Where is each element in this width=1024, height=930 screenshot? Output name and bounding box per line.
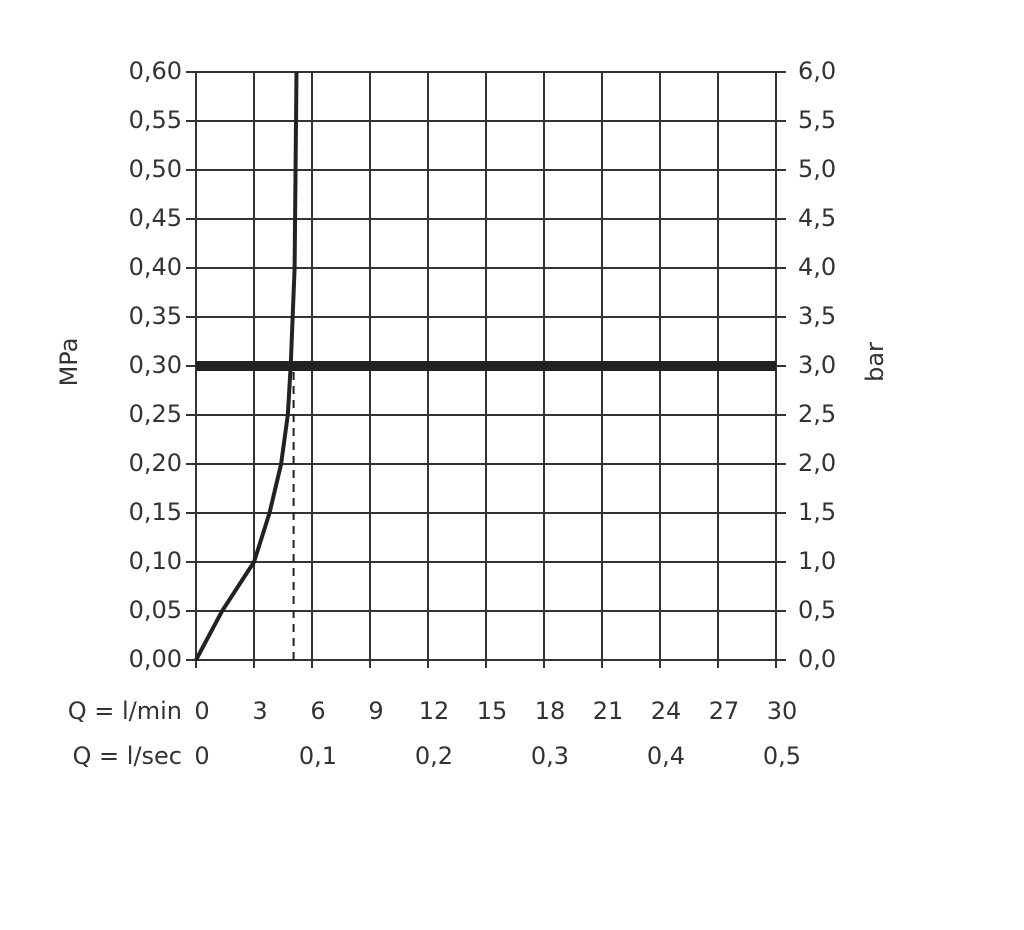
y-tick-label: 0,00 xyxy=(129,645,182,673)
x-tick-label: 15 xyxy=(477,697,508,725)
series-line xyxy=(194,71,299,661)
y-tick-label: 0,60 xyxy=(129,57,182,85)
y-tick-label: 0,45 xyxy=(129,204,182,232)
x-tick-label: 0 xyxy=(194,697,209,725)
y2-tick-label: 2,5 xyxy=(798,400,836,428)
x2-tick-label: 0,5 xyxy=(763,742,801,770)
y2-tick-label: 6,0 xyxy=(798,57,836,85)
y-tick-label: 0,20 xyxy=(129,449,182,477)
x-tick-label: 6 xyxy=(310,697,325,725)
y2-tick-label: 1,0 xyxy=(798,547,836,575)
y2-axis-label: bar xyxy=(861,342,889,382)
y-tick-label: 0,30 xyxy=(129,351,182,379)
y-tick-label: 0,50 xyxy=(129,155,182,183)
x-tick-label: 12 xyxy=(419,697,450,725)
y2-tick-label: 3,0 xyxy=(798,351,836,379)
y2-tick-label: 5,0 xyxy=(798,155,836,183)
y-tick-label: 0,25 xyxy=(129,400,182,428)
y-tick-label: 0,40 xyxy=(129,253,182,281)
x2-tick-label: 0 xyxy=(194,742,209,770)
y2-tick-label: 2,0 xyxy=(798,449,836,477)
x-row-label: Q = l/min xyxy=(68,697,182,725)
y2-tick-label: 3,5 xyxy=(798,302,836,330)
x2-tick-label: 0,4 xyxy=(647,742,685,770)
y2-tick-label: 0,0 xyxy=(798,645,836,673)
x-tick-label: 18 xyxy=(535,697,566,725)
y-tick-label: 0,15 xyxy=(129,498,182,526)
y2-tick-label: 5,5 xyxy=(798,106,836,134)
y-tick-label: 0,10 xyxy=(129,547,182,575)
y-tick-label: 0,55 xyxy=(129,106,182,134)
x-tick-label: 27 xyxy=(709,697,740,725)
x-tick-label: 30 xyxy=(767,697,798,725)
y2-tick-label: 4,5 xyxy=(798,204,836,232)
y-axis-label: MPa xyxy=(55,338,83,387)
x2-tick-label: 0,3 xyxy=(531,742,569,770)
x-tick-label: 24 xyxy=(651,697,682,725)
x-tick-label: 21 xyxy=(593,697,624,725)
y2-tick-label: 1,5 xyxy=(798,498,836,526)
x-tick-label: 3 xyxy=(252,697,267,725)
y2-tick-label: 4,0 xyxy=(798,253,836,281)
y2-tick-label: 0,5 xyxy=(798,596,836,624)
x2-tick-label: 0,1 xyxy=(299,742,337,770)
x2-row-label: Q = l/sec xyxy=(73,742,182,770)
x2-tick-label: 0,2 xyxy=(415,742,453,770)
x-tick-label: 9 xyxy=(368,697,383,725)
y-tick-label: 0,05 xyxy=(129,596,182,624)
y-tick-label: 0,35 xyxy=(129,302,182,330)
